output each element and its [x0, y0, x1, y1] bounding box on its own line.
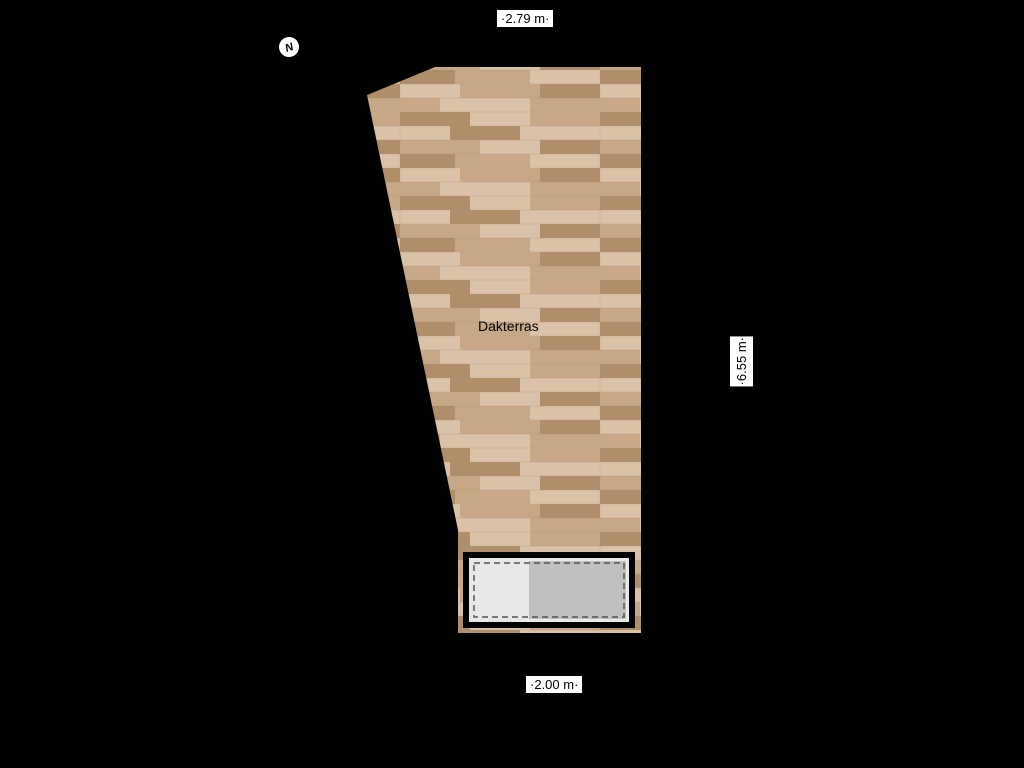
room-label: Dakterras	[478, 318, 539, 334]
dim-right: ·6.55 m·	[730, 336, 753, 386]
dim-top: ·2.79 m·	[497, 10, 553, 27]
tick: ·	[734, 381, 749, 385]
dim-bottom-text: 2.00 m	[534, 677, 574, 692]
terrace-shape	[367, 67, 641, 633]
compass-icon: N	[275, 33, 303, 61]
tick: ·	[545, 11, 549, 26]
dim-top-text: 2.79 m	[505, 11, 545, 26]
floorplan-canvas: N	[0, 0, 1024, 768]
tick: ·	[574, 677, 578, 692]
dim-right-text: 6.55 m	[734, 341, 749, 381]
hatch-box	[466, 555, 632, 625]
tick: ·	[734, 337, 749, 341]
dim-bottom: ·2.00 m·	[526, 676, 582, 693]
